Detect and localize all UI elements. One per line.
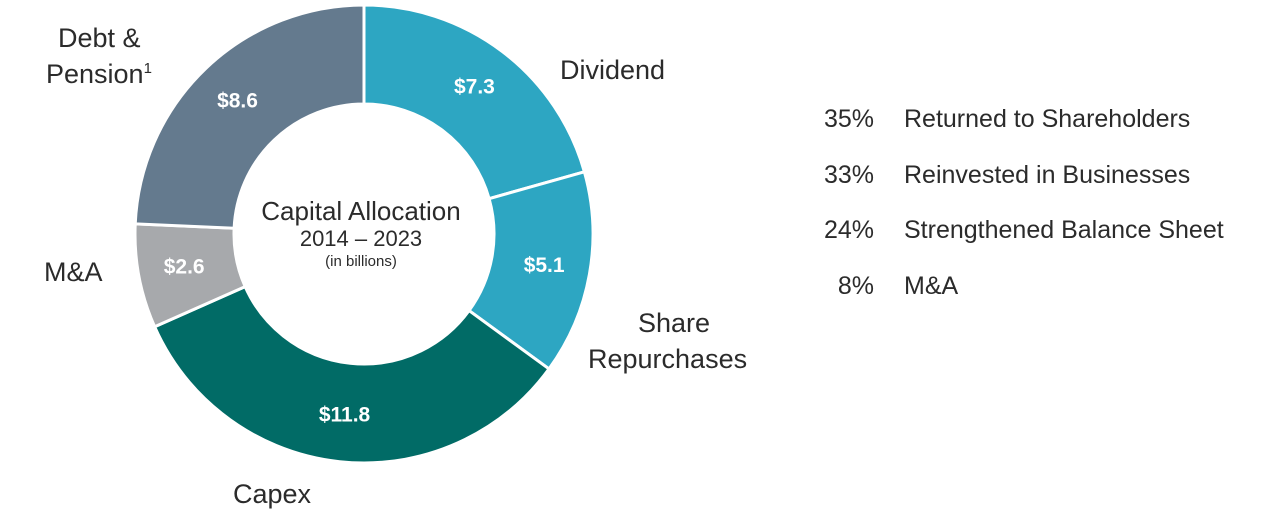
label-debt-line1: Debt &: [58, 23, 141, 53]
chart-subtitle: 2014 – 2023: [299, 226, 423, 251]
donut-slice-capex: [152, 284, 552, 465]
summary-row: 24% Strengthened Balance Sheet: [800, 203, 1260, 259]
label-dividend: Dividend: [560, 55, 666, 85]
label-capex: Capex: [233, 479, 312, 509]
slice-value-label: $7.3: [454, 76, 495, 99]
summary-percent: 24%: [823, 216, 874, 245]
summary-percent: 8%: [837, 271, 874, 300]
donut-slice-dividend: [362, 3, 587, 201]
summary-row: 8% M&A: [800, 259, 1260, 315]
summary-percent: 33%: [823, 160, 874, 189]
summary-text: Reinvested in Businesses: [904, 160, 1191, 189]
label-debt-line2: Pension1: [46, 56, 152, 97]
slice-value-label: $5.1: [524, 254, 565, 277]
chart-title: Capital Allocation: [261, 196, 461, 226]
donut-slice-debt-pension: [133, 3, 366, 230]
allocation-summary: 35% Returned to Shareholders 33% Reinves…: [800, 92, 1260, 314]
summary-text: M&A: [904, 271, 959, 300]
chart-unit-note: (in billions): [325, 253, 397, 270]
summary-text: Strengthened Balance Sheet: [904, 216, 1224, 245]
label-ma: M&A: [44, 257, 103, 287]
chart-center-caption: Capital Allocation 2014 – 2023 (in billi…: [236, 196, 486, 272]
slice-value-label: $8.6: [217, 89, 258, 112]
label-debt-line2-text: Pension: [46, 59, 144, 89]
summary-row: 35% Returned to Shareholders: [800, 92, 1260, 148]
slice-value-label: $2.6: [164, 255, 205, 278]
summary-percent: 35%: [823, 105, 874, 134]
summary-text: Returned to Shareholders: [904, 105, 1191, 134]
label-share-line1: Share: [638, 308, 711, 338]
label-debt-pension: Debt & Pension1: [46, 20, 152, 97]
summary-row: 33% Reinvested in Businesses: [800, 148, 1260, 204]
footnote-marker: 1: [143, 60, 152, 77]
label-share-line2: Repurchases: [588, 344, 748, 374]
label-share-repurchases: Share Repurchases: [588, 305, 747, 377]
slice-value-label: $11.8: [319, 404, 371, 427]
